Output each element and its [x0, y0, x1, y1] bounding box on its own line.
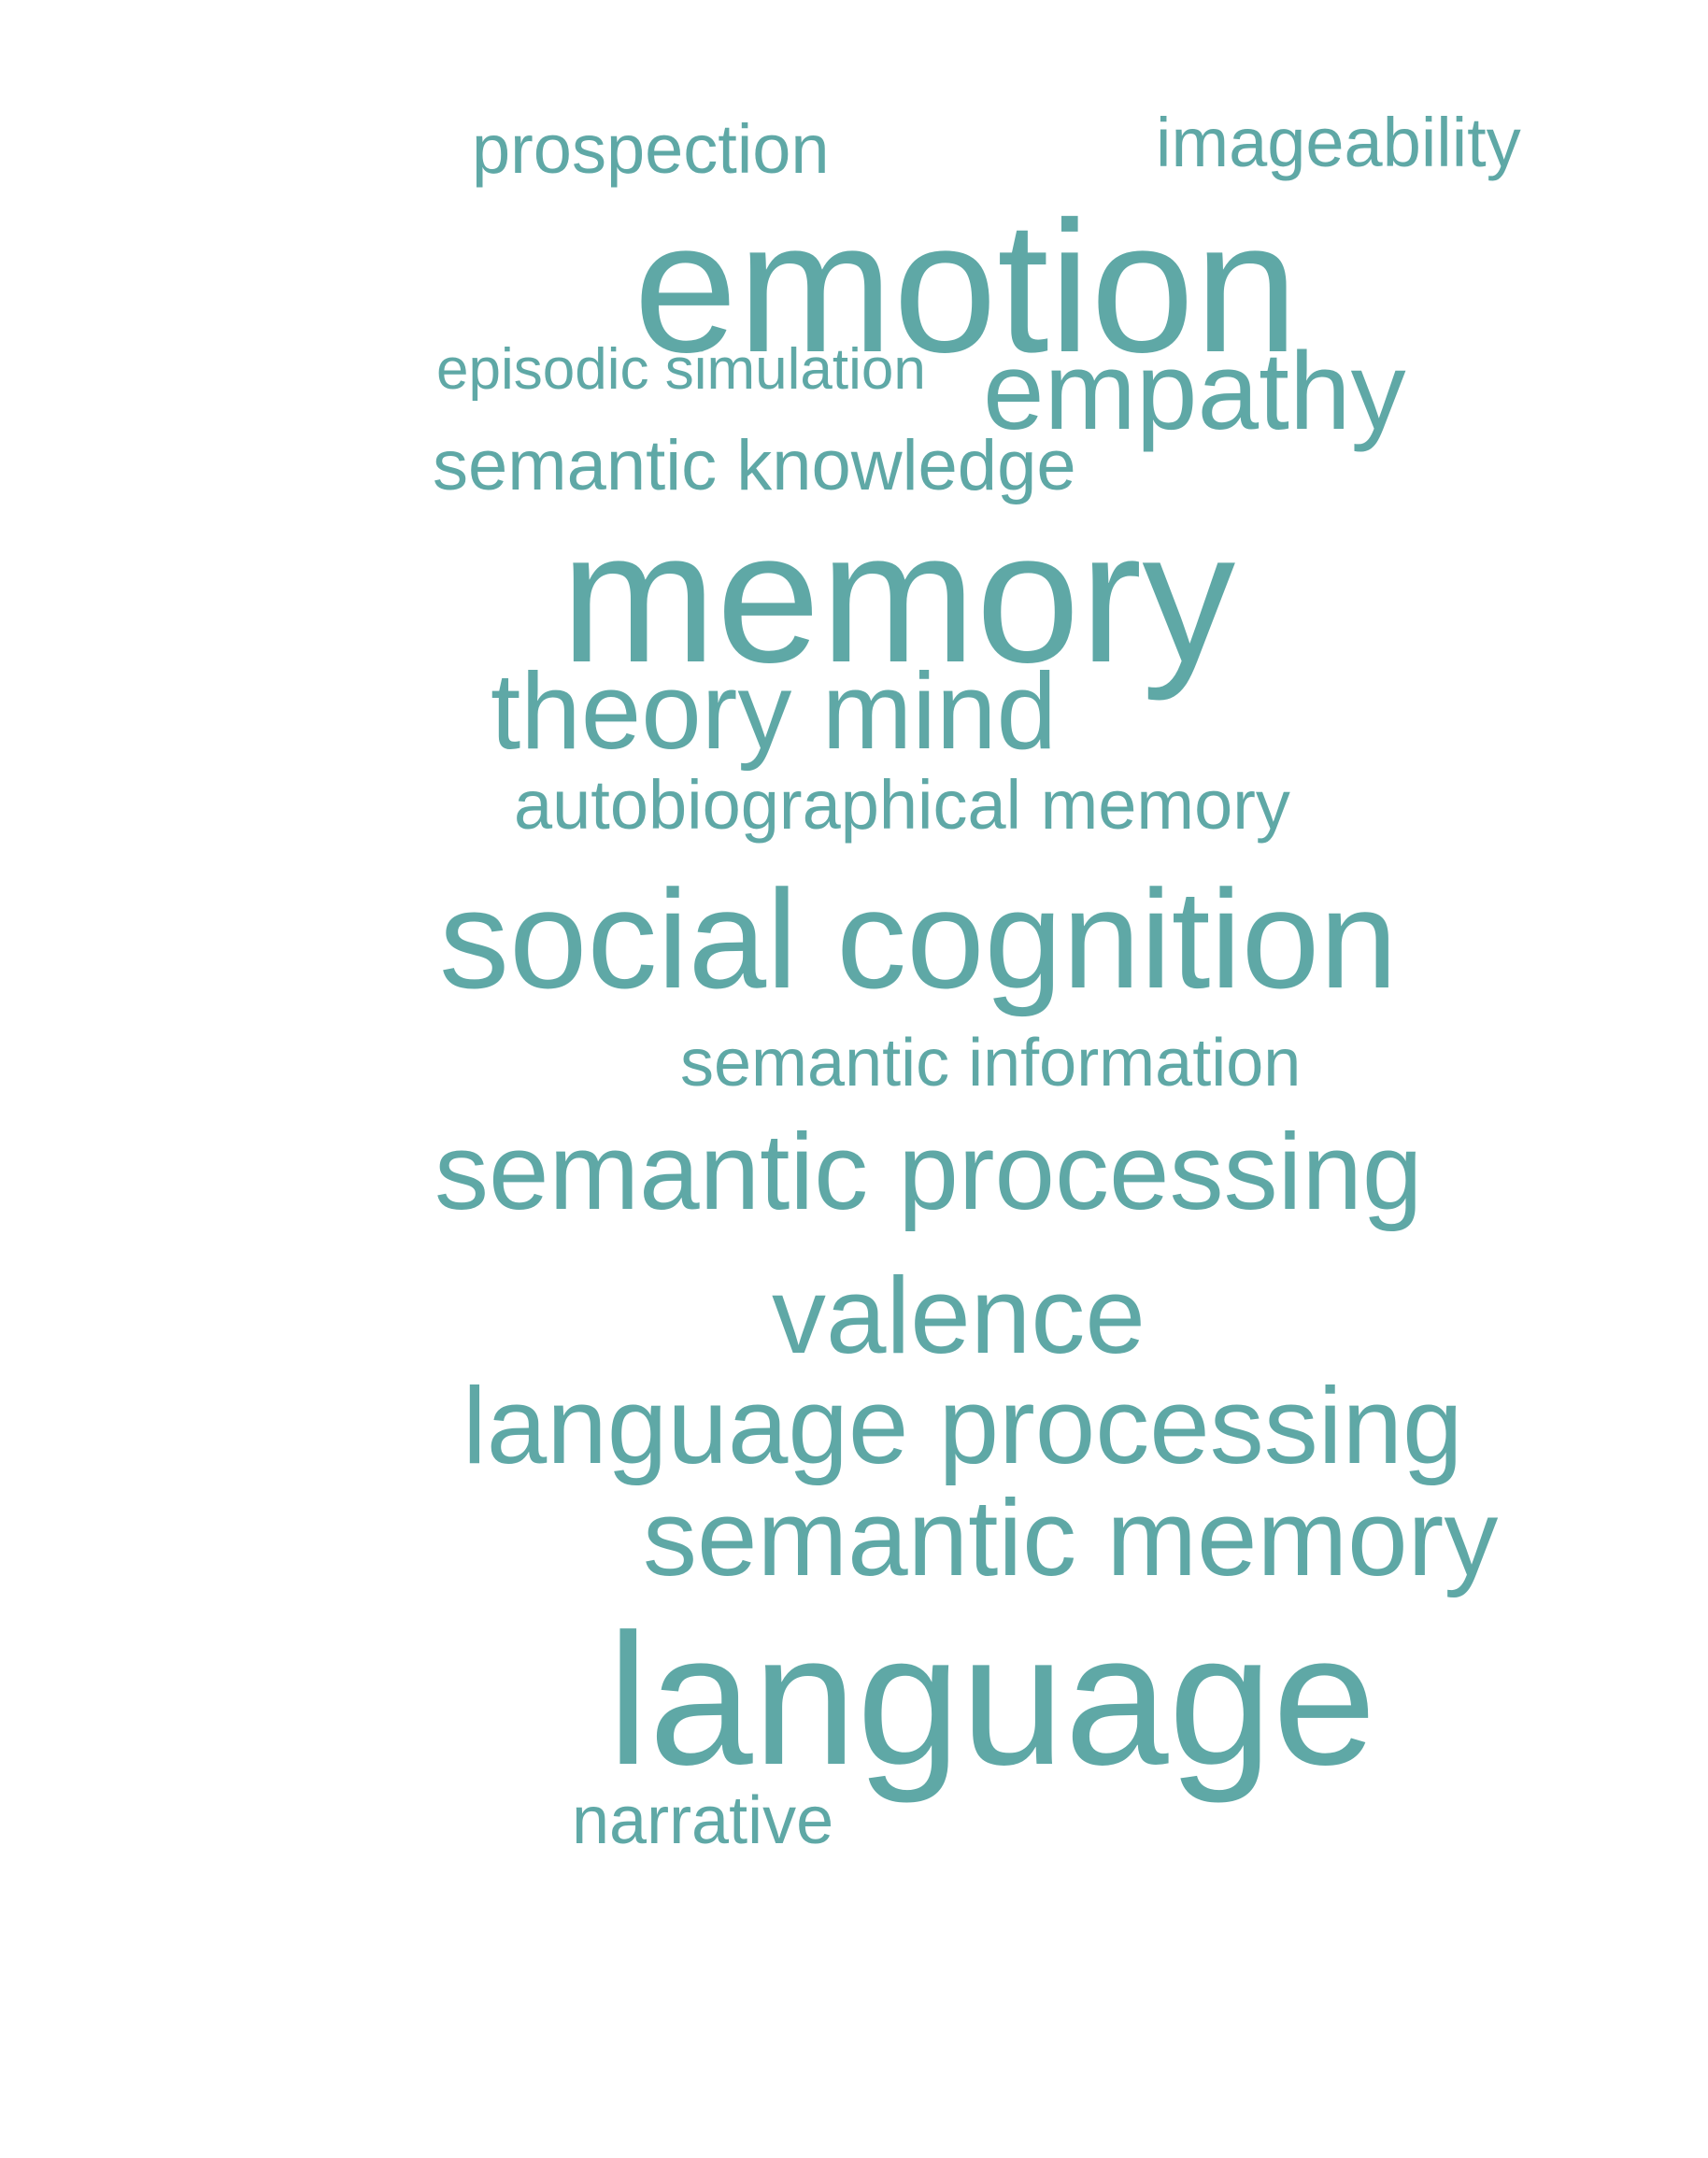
word-semantic-processing: semantic processing: [434, 1111, 1423, 1232]
word-valence: valence: [772, 1255, 1146, 1376]
word-prospection: prospection: [472, 110, 830, 188]
word-semantic-knowledge: semantic knowledge: [433, 426, 1076, 505]
word-semantic-information: semantic information: [680, 1026, 1302, 1100]
word-language-processing: language processing: [463, 1365, 1463, 1486]
word-memory: memory: [561, 493, 1236, 702]
word-episodic-simulation: episodic simulation: [436, 337, 926, 402]
word-semantic-memory: semantic memory: [643, 1477, 1499, 1598]
word-narrative: narrative: [572, 1783, 834, 1858]
word-language: language: [607, 1596, 1377, 1804]
word-emotion: emotion: [633, 183, 1299, 391]
word-theory-mind: theory mind: [491, 650, 1058, 772]
word-empathy: empathy: [983, 330, 1406, 453]
word-social-cognition: social cognition: [439, 860, 1398, 1017]
word-autobiographical-memory: autobiographical memory: [514, 766, 1290, 844]
word-imageability: imageability: [1156, 104, 1521, 181]
